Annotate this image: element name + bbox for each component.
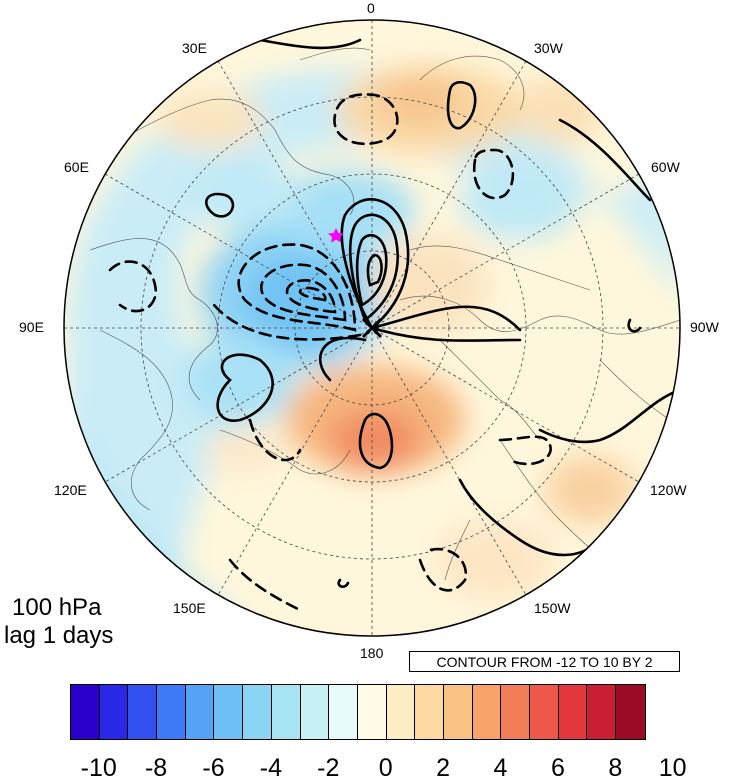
- colorbar-cell: [415, 685, 444, 739]
- colorbar-cell: [271, 685, 301, 739]
- lon-label-180: 180: [360, 645, 384, 661]
- contour-info-box: CONTOUR FROM -12 TO 10 BY 2: [409, 651, 680, 672]
- colorbar-tick-label: 0: [378, 754, 393, 782]
- colorbar-tick-label: 4: [493, 754, 508, 782]
- colorbar-tick-label: -10: [80, 754, 117, 782]
- colorbar-cell: [329, 685, 358, 739]
- colorbar-tick-label: 8: [608, 754, 623, 782]
- colorbar-cell: [443, 685, 473, 739]
- lon-label-60w: 60W: [651, 159, 680, 175]
- lon-label-120w: 120W: [650, 482, 687, 498]
- colorbar-cell: [185, 685, 215, 739]
- colorbar-cell: [128, 685, 158, 739]
- pole-marker: [361, 317, 383, 339]
- lon-label-30e: 30E: [182, 40, 207, 56]
- colorbar-tick-label: -8: [144, 754, 168, 782]
- colorbar-cell: [587, 685, 617, 739]
- panel-level-label: 100 hPa: [12, 594, 102, 621]
- lon-label-150w: 150W: [534, 600, 571, 616]
- lon-label-150e: 150E: [173, 600, 206, 616]
- colorbar-cell: [530, 685, 559, 739]
- colorbar: [70, 684, 646, 740]
- colorbar-cell: [214, 685, 244, 739]
- colorbar-tick-label: 2: [436, 754, 451, 782]
- lon-label-90e: 90E: [19, 319, 44, 335]
- lon-label-90w: 90W: [690, 319, 719, 335]
- colorbar-tick-label: -6: [202, 754, 225, 782]
- lon-label-60e: 60E: [64, 159, 89, 175]
- colorbar-cell: [501, 685, 530, 739]
- lon-label-120e: 120E: [54, 482, 87, 498]
- colorbar-tick-label: -4: [259, 754, 283, 782]
- colorbar-cell: [616, 685, 645, 739]
- colorbar-cell: [386, 685, 416, 739]
- lon-label-30w: 30W: [534, 40, 563, 56]
- colorbar-tick-label: 6: [550, 754, 565, 782]
- colorbar-cell: [558, 685, 588, 739]
- lon-label-0: 0: [367, 0, 375, 16]
- colorbar-cell: [357, 685, 387, 739]
- colorbar-cell: [300, 685, 330, 739]
- colorbar-cell: [472, 685, 502, 739]
- colorbar-tick-label: -2: [317, 754, 340, 782]
- map-boundary: [63, 19, 681, 637]
- colorbar-tick-label: 10: [658, 754, 687, 782]
- magenta-star-marker: [328, 228, 344, 243]
- colorbar-cell: [71, 685, 100, 739]
- colorbar-cell: [243, 685, 272, 739]
- colorbar-cell: [157, 685, 186, 739]
- panel-lag-label: lag 1 days: [4, 622, 114, 649]
- colorbar-cell: [99, 685, 129, 739]
